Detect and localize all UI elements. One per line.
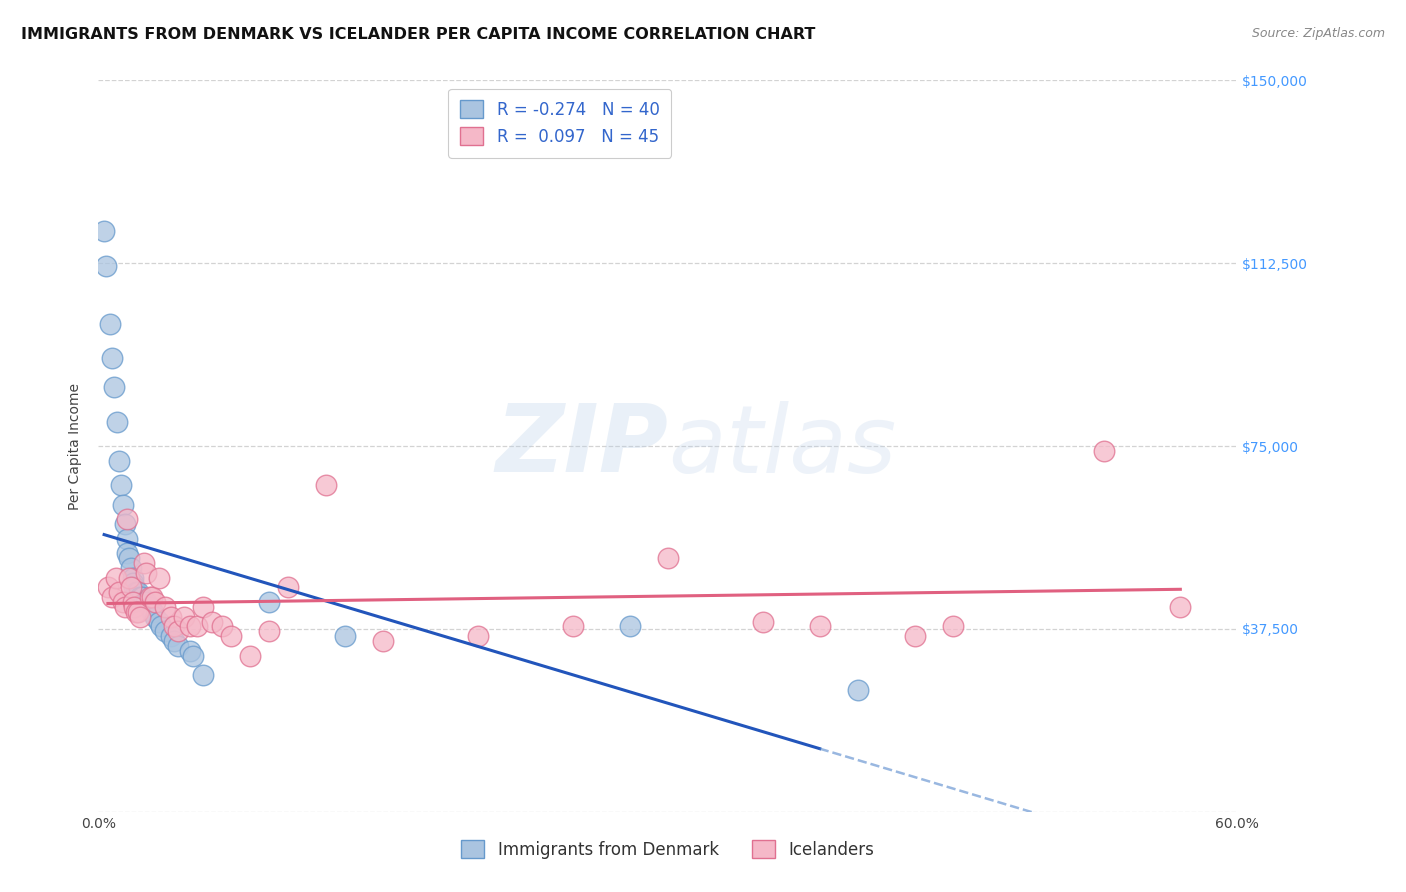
- Point: [115, 512, 138, 526]
- Point: [148, 571, 170, 585]
- Point: [191, 668, 214, 682]
- Y-axis label: Per Capita Income: Per Capita Income: [69, 383, 83, 509]
- Point: [108, 453, 131, 467]
- Point: [315, 478, 337, 492]
- Point: [163, 634, 186, 648]
- Point: [191, 599, 214, 614]
- Point: [179, 644, 201, 658]
- Point: [125, 585, 148, 599]
- Point: [129, 590, 152, 604]
- Point: [98, 317, 121, 331]
- Point: [904, 629, 927, 643]
- Point: [107, 415, 129, 429]
- Point: [108, 585, 131, 599]
- Text: Source: ZipAtlas.com: Source: ZipAtlas.com: [1251, 27, 1385, 40]
- Point: [259, 595, 281, 609]
- Point: [138, 599, 160, 614]
- Point: [141, 605, 163, 619]
- Point: [93, 224, 115, 238]
- Point: [153, 599, 176, 614]
- Point: [277, 581, 299, 595]
- Point: [186, 619, 208, 633]
- Text: atlas: atlas: [668, 401, 896, 491]
- Point: [163, 619, 186, 633]
- Point: [114, 516, 136, 531]
- Point: [94, 259, 117, 273]
- Point: [100, 590, 122, 604]
- Point: [135, 595, 157, 609]
- Point: [121, 571, 143, 585]
- Point: [121, 575, 143, 590]
- Point: [125, 605, 148, 619]
- Point: [124, 581, 146, 595]
- Text: IMMIGRANTS FROM DENMARK VS ICELANDER PER CAPITA INCOME CORRELATION CHART: IMMIGRANTS FROM DENMARK VS ICELANDER PER…: [21, 27, 815, 42]
- Point: [179, 619, 201, 633]
- Point: [97, 581, 120, 595]
- Point: [132, 595, 155, 609]
- Point: [124, 599, 146, 614]
- Point: [335, 629, 357, 643]
- Point: [114, 599, 136, 614]
- Point: [132, 556, 155, 570]
- Point: [183, 648, 205, 663]
- Point: [131, 590, 153, 604]
- Point: [141, 590, 163, 604]
- Point: [159, 609, 181, 624]
- Point: [167, 624, 190, 639]
- Point: [104, 571, 127, 585]
- Point: [467, 629, 489, 643]
- Point: [173, 609, 195, 624]
- Point: [371, 634, 394, 648]
- Point: [221, 629, 243, 643]
- Point: [657, 551, 679, 566]
- Text: ZIP: ZIP: [495, 400, 668, 492]
- Point: [112, 595, 135, 609]
- Point: [1094, 443, 1116, 458]
- Point: [619, 619, 641, 633]
- Point: [259, 624, 281, 639]
- Point: [115, 546, 138, 560]
- Point: [115, 532, 138, 546]
- Point: [103, 380, 125, 394]
- Point: [138, 590, 160, 604]
- Point: [118, 571, 141, 585]
- Point: [110, 478, 132, 492]
- Point: [159, 629, 181, 643]
- Point: [211, 619, 233, 633]
- Point: [942, 619, 965, 633]
- Point: [150, 619, 173, 633]
- Point: [142, 605, 165, 619]
- Point: [121, 595, 143, 609]
- Point: [148, 615, 170, 629]
- Point: [239, 648, 262, 663]
- Point: [145, 595, 167, 609]
- Point: [127, 585, 149, 599]
- Point: [100, 351, 122, 366]
- Point: [167, 639, 190, 653]
- Point: [127, 605, 149, 619]
- Point: [153, 624, 176, 639]
- Point: [120, 561, 142, 575]
- Point: [562, 619, 585, 633]
- Point: [808, 619, 831, 633]
- Point: [129, 609, 152, 624]
- Point: [135, 566, 157, 580]
- Point: [201, 615, 224, 629]
- Point: [112, 498, 135, 512]
- Point: [752, 615, 775, 629]
- Legend: Immigrants from Denmark, Icelanders: Immigrants from Denmark, Icelanders: [454, 833, 882, 865]
- Point: [145, 609, 167, 624]
- Point: [1170, 599, 1192, 614]
- Point: [846, 682, 869, 697]
- Point: [118, 551, 141, 566]
- Point: [120, 581, 142, 595]
